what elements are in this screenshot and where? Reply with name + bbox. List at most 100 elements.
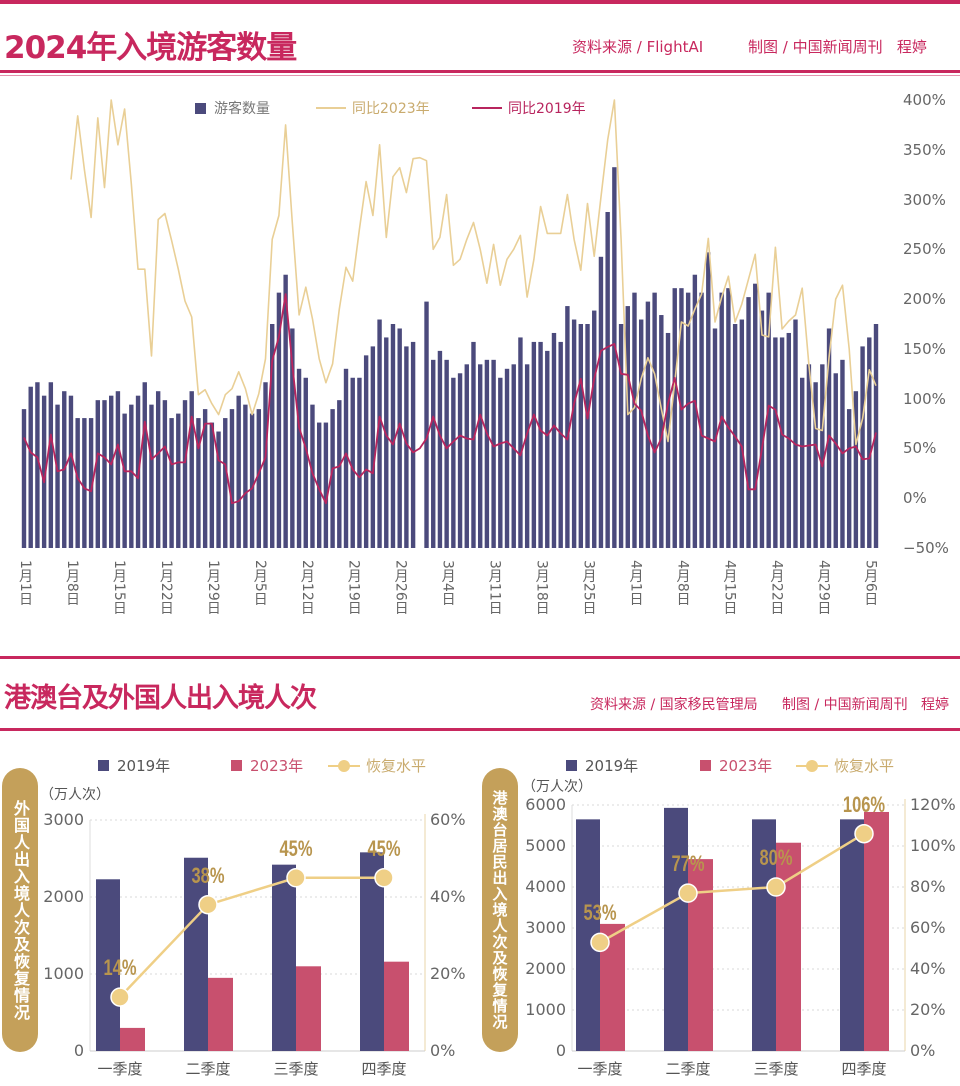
bar-visitors <box>397 328 402 548</box>
bar-2019 <box>664 807 688 1051</box>
bar-visitors <box>786 332 791 548</box>
legend-swatch-2019 <box>566 760 577 771</box>
bar-visitors <box>685 292 691 548</box>
bar-visitors <box>457 373 463 548</box>
bar-visitors <box>524 364 530 548</box>
right-axis-tick: 150% <box>903 339 946 358</box>
left-axis-tick: 2000 <box>525 959 566 978</box>
recovery-label: 14% <box>103 955 137 981</box>
category-label: 三季度 <box>273 1060 319 1078</box>
bar-visitors <box>706 252 711 548</box>
legend-item-yoy-2023: 同比2023年 <box>316 98 430 118</box>
header-rule-thin <box>0 75 960 76</box>
legend-label: 2019年 <box>585 757 639 775</box>
x-axis-tick: 3月18日 <box>533 560 550 615</box>
category-label: 一季度 <box>97 1060 143 1078</box>
left-axis-tick: 5000 <box>525 836 566 855</box>
bar-visitors <box>793 319 798 548</box>
bar-2023 <box>776 842 801 1051</box>
legend-item-2023: 2023年 <box>231 755 303 776</box>
bar-visitors <box>800 377 805 548</box>
bar-visitors <box>645 301 651 548</box>
bar-visitors <box>592 310 597 548</box>
page-title: 2024年入境游客数量 <box>4 30 297 66</box>
unit-label: （万人次） <box>522 779 592 795</box>
bar-visitors <box>853 391 859 548</box>
bar-2023 <box>864 811 889 1051</box>
legend-label: 2023年 <box>250 757 304 775</box>
bar-visitors <box>316 422 322 548</box>
bar-visitors <box>350 377 355 548</box>
bar-visitors <box>357 377 362 548</box>
header-rule <box>0 70 960 73</box>
x-axis-tick: 4月29日 <box>815 560 832 615</box>
source-credit: 资料来源 / FlightAI <box>572 38 704 56</box>
legend-dot-recovery <box>328 759 360 772</box>
bar-visitors <box>28 386 33 548</box>
x-axis-tick: 1月22日 <box>157 560 174 615</box>
bar-visitors <box>759 310 765 548</box>
legend-line-yoy-2019 <box>472 107 502 109</box>
category-label: 三季度 <box>753 1060 799 1078</box>
bar-visitors <box>370 346 376 548</box>
bar-visitors <box>531 341 537 548</box>
x-axis-tick: 2月5日 <box>251 560 268 606</box>
visitor-bars <box>21 167 879 548</box>
bar-visitors <box>518 337 523 548</box>
recovery-point <box>854 823 874 844</box>
legend-label: 同比2019年 <box>508 101 586 117</box>
bar-visitors <box>806 364 812 548</box>
recovery-point <box>198 894 218 915</box>
bar-visitors <box>296 368 302 548</box>
left-axis-tick: 4000 <box>525 877 566 896</box>
bar-visitors <box>95 400 100 548</box>
legend-label: 2023年 <box>719 757 773 775</box>
bar-visitors <box>182 400 188 548</box>
right-axis-tick: 0% <box>910 1041 936 1060</box>
recovery-label: 80% <box>759 845 793 870</box>
bar-visitors <box>659 315 664 548</box>
bar-visitors <box>578 324 584 548</box>
recovery-label: 53% <box>583 900 617 926</box>
bar-visitors <box>310 404 315 548</box>
bar-visitors <box>558 341 563 548</box>
x-axis-tick: 1月1日 <box>17 560 33 606</box>
bar-visitors <box>377 319 382 548</box>
x-axis-tick: 5月6日 <box>862 560 879 606</box>
bar-visitors <box>746 297 751 548</box>
bar-visitors <box>638 319 644 548</box>
bar-visitors <box>739 319 745 548</box>
right-axis-tick: 0% <box>430 1041 456 1060</box>
recovery-point <box>590 932 610 953</box>
section2-bottom-rule <box>0 728 960 731</box>
legend-label: 恢复水平 <box>366 757 427 775</box>
bar-2023 <box>384 961 409 1051</box>
recovery-point <box>110 987 130 1007</box>
bar-visitors <box>464 364 469 548</box>
bar-visitors <box>363 355 369 548</box>
recovery-point <box>374 868 394 888</box>
bar-visitors <box>565 306 570 548</box>
legend-label: 2019年 <box>117 757 171 775</box>
bar-visitors <box>484 359 490 548</box>
bar-visitors <box>766 292 771 548</box>
bar-2023 <box>296 966 321 1051</box>
bar-visitors <box>35 382 40 548</box>
bar-visitors <box>209 422 215 548</box>
category-label: 二季度 <box>185 1060 231 1078</box>
recovery-point <box>286 868 306 888</box>
x-axis-tick: 4月8日 <box>674 560 691 606</box>
bar-visitors <box>813 382 818 548</box>
bar-visitors <box>692 274 698 548</box>
left-axis-tick: 1000 <box>525 1000 566 1019</box>
bar-visitors <box>189 391 194 548</box>
bar-visitors <box>337 400 342 548</box>
bar-visitors <box>196 418 201 548</box>
x-axis-tick: 4月1日 <box>627 560 644 606</box>
bar-2019 <box>272 864 296 1051</box>
bar-visitors <box>384 337 389 548</box>
x-axis-tick: 2月19日 <box>345 560 362 615</box>
legend-label: 恢复水平 <box>834 757 895 775</box>
bar-visitors <box>820 364 825 548</box>
